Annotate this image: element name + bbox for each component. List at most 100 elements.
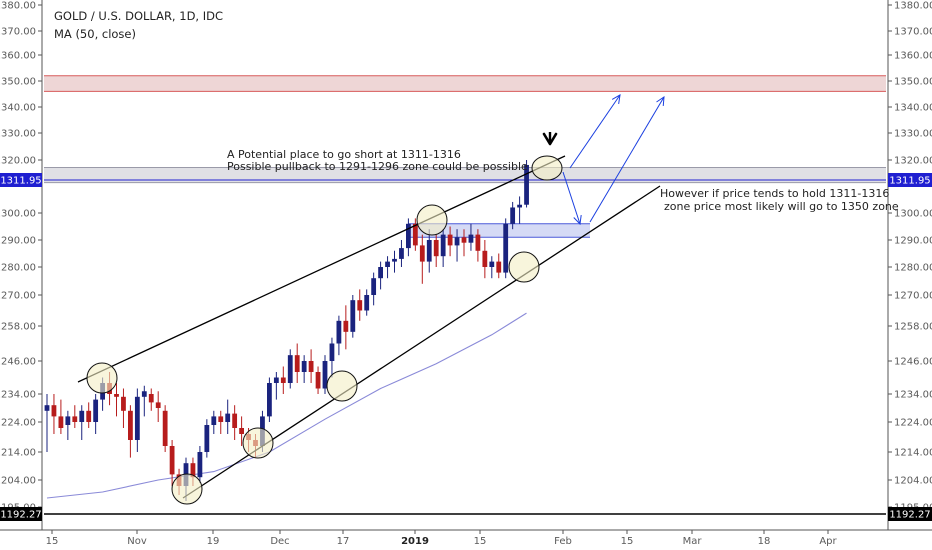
candlesticks-layer bbox=[44, 160, 529, 501]
candle bbox=[211, 410, 217, 434]
candle bbox=[461, 229, 467, 257]
candle bbox=[426, 229, 432, 273]
candle-body bbox=[58, 416, 64, 428]
candle bbox=[121, 388, 126, 428]
highlight-circle bbox=[416, 204, 448, 236]
candle bbox=[72, 405, 78, 428]
candle bbox=[447, 226, 453, 257]
candle bbox=[114, 383, 119, 417]
candle bbox=[475, 229, 481, 262]
candle-body bbox=[211, 416, 217, 425]
candle-body bbox=[273, 377, 279, 383]
candle bbox=[79, 405, 85, 440]
candle bbox=[148, 388, 154, 411]
x-tick-label: 15 bbox=[46, 536, 59, 547]
candle-body bbox=[79, 410, 85, 422]
right-tick-label: 1258.00 bbox=[894, 322, 932, 333]
candle-body bbox=[169, 446, 175, 475]
candle bbox=[218, 410, 224, 434]
candle-body bbox=[280, 377, 286, 383]
projection-arrow-line bbox=[569, 94, 621, 169]
candle-body bbox=[433, 240, 439, 257]
candle bbox=[364, 289, 370, 316]
candle bbox=[433, 234, 439, 267]
candle bbox=[517, 196, 522, 224]
candle bbox=[308, 349, 314, 383]
left-tick-label: 1234.00 bbox=[0, 390, 36, 401]
price-tag-right-bg bbox=[888, 173, 932, 187]
right-tick-label: 1320.00 bbox=[894, 156, 932, 167]
candle bbox=[239, 416, 244, 446]
candle bbox=[287, 349, 293, 389]
candle-body bbox=[378, 267, 383, 279]
candle-body bbox=[287, 355, 293, 383]
right-tick-label: 1246.00 bbox=[894, 357, 932, 368]
right-tick-label: 1350.00 bbox=[894, 77, 932, 88]
price-tag-left-bg bbox=[0, 507, 42, 521]
right-tick-label: 1380.00 bbox=[894, 1, 932, 12]
left-tick-label: 1224.00 bbox=[0, 418, 36, 429]
x-tick-label: Mar bbox=[683, 536, 703, 547]
candle bbox=[232, 405, 238, 440]
candle bbox=[371, 272, 377, 306]
right-tick-label: 1224.00 bbox=[894, 418, 932, 429]
candle-body bbox=[204, 425, 210, 452]
candle-body bbox=[482, 250, 488, 267]
candle-body bbox=[225, 413, 231, 422]
left-tick-label: 1340.00 bbox=[0, 103, 36, 114]
projection-arrow-head bbox=[573, 215, 582, 226]
annotation-pullback: Possible pullback to 1291-1296 zone coul… bbox=[227, 160, 528, 173]
candle bbox=[357, 289, 363, 321]
candle bbox=[454, 229, 460, 262]
candle bbox=[155, 391, 161, 422]
x-tick-label: Dec bbox=[270, 536, 289, 547]
right-tick-label: 1300.00 bbox=[894, 209, 932, 220]
left-tick-label: 1350.00 bbox=[0, 77, 36, 88]
candle bbox=[204, 419, 210, 458]
candle-body bbox=[364, 295, 370, 311]
horizontal-grid bbox=[44, 179, 886, 515]
candle bbox=[412, 218, 418, 251]
candle-body bbox=[44, 405, 50, 411]
candle bbox=[169, 440, 175, 486]
candle bbox=[141, 385, 147, 417]
left-tick-label: 1280.00 bbox=[0, 263, 36, 274]
candle-body bbox=[51, 405, 57, 417]
candle-body bbox=[503, 223, 509, 273]
right-tick-label: 1214.00 bbox=[894, 448, 932, 459]
candle-body bbox=[93, 399, 99, 422]
candle bbox=[336, 315, 342, 356]
candle bbox=[267, 377, 272, 422]
ma-50-line bbox=[46, 312, 527, 499]
candle bbox=[385, 256, 390, 279]
candle bbox=[482, 240, 488, 279]
left-tick-label: 1270.00 bbox=[0, 291, 36, 302]
drawings-layer bbox=[77, 94, 665, 505]
left-tick-label: 1360.00 bbox=[0, 51, 36, 62]
candle-body bbox=[294, 355, 300, 372]
candle bbox=[419, 234, 425, 284]
left-tick-label: 1214.00 bbox=[0, 448, 36, 459]
upper-channel-line bbox=[77, 155, 566, 383]
moving-average-layer bbox=[46, 312, 527, 499]
x-tick-label: Feb bbox=[554, 536, 572, 547]
candle bbox=[134, 388, 140, 452]
x-tick-label: 15 bbox=[474, 536, 487, 547]
indicator-label: MA (50, close) bbox=[54, 27, 136, 41]
highlight-circle bbox=[531, 155, 563, 181]
candle bbox=[496, 253, 502, 279]
candle-body bbox=[343, 320, 349, 332]
candle-body bbox=[447, 234, 453, 246]
candle-body bbox=[114, 394, 119, 397]
candle-body bbox=[475, 234, 481, 251]
chart-title: GOLD / U.S. DOLLAR, 1D, IDC bbox=[54, 9, 223, 23]
down-arrow-icon bbox=[542, 132, 558, 146]
candle-body bbox=[72, 416, 78, 422]
candle bbox=[468, 223, 474, 251]
right-tick-label: 1330.00 bbox=[894, 129, 932, 140]
candle bbox=[65, 410, 71, 440]
candle-body bbox=[301, 361, 307, 372]
right-tick-label: 1370.00 bbox=[894, 27, 932, 38]
candle-body bbox=[197, 452, 203, 478]
